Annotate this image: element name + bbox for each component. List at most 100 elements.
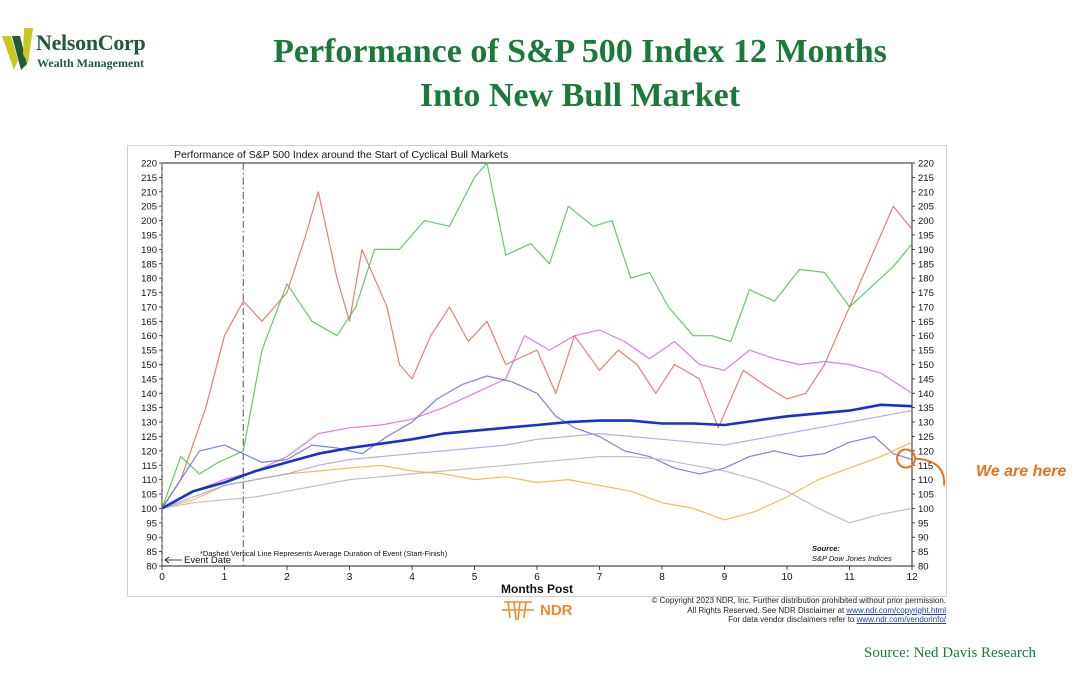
y-tick-label-left: 120 <box>141 446 157 457</box>
y-tick-label-left: 90 <box>146 533 157 544</box>
logo-company-name: NelsonCorp <box>36 30 146 55</box>
copyright-notice: © Copyright 2023 NDR, Inc. Further distr… <box>600 596 946 625</box>
y-tick-label-left: 190 <box>141 245 157 256</box>
x-tick-label: 8 <box>659 572 665 583</box>
y-tick-label-left: 135 <box>141 403 157 414</box>
y-tick-label-right: 200 <box>918 216 934 227</box>
y-tick-label-right: 120 <box>918 446 934 457</box>
y-tick-label-right: 145 <box>918 374 934 385</box>
event-date-label: Event Date <box>184 555 231 566</box>
vendor-info-link[interactable]: www.ndr.com/vendorinfo/ <box>856 615 946 624</box>
x-tick-label: 6 <box>534 572 540 583</box>
average-series-line <box>161 403 913 510</box>
chart-source-label: Source: <box>812 544 840 553</box>
y-tick-label-right: 95 <box>918 518 929 529</box>
x-axis-label: Months Post <box>501 582 573 596</box>
y-tick-label-right: 170 <box>918 302 934 313</box>
y-tick-label-left: 185 <box>141 259 157 270</box>
we-are-here-arrow <box>914 457 946 486</box>
series-line <box>161 456 913 524</box>
duration-note: *Dashed Vertical Line Represents Average… <box>200 549 448 558</box>
y-tick-label-right: 190 <box>918 245 934 256</box>
y-tick-label-right: 80 <box>918 562 929 573</box>
y-tick-label-right: 160 <box>918 331 934 342</box>
y-tick-label-left: 110 <box>142 475 157 486</box>
y-tick-label-right: 135 <box>918 403 934 414</box>
x-tick-label: 5 <box>472 572 478 583</box>
y-tick-label-right: 165 <box>918 317 934 328</box>
y-tick-label-right: 205 <box>918 202 934 213</box>
y-tick-label-right: 180 <box>918 274 934 285</box>
x-tick-label: 7 <box>597 572 603 583</box>
y-tick-label-left: 115 <box>142 461 157 472</box>
slide-title: Performance of S&P 500 Index 12 Months I… <box>190 30 970 118</box>
slide-title-line1: Performance of S&P 500 Index 12 Months <box>273 33 887 70</box>
series-line <box>161 410 913 509</box>
ndr-logo-text: NDR <box>540 602 573 619</box>
y-tick-label-left: 200 <box>141 216 157 227</box>
y-tick-label-right: 155 <box>918 346 934 357</box>
we-are-here-annotation: We are here <box>976 463 1067 480</box>
y-tick-label-left: 155 <box>141 346 157 357</box>
y-tick-label-left: 105 <box>141 490 157 501</box>
y-tick-label-right: 110 <box>918 475 933 486</box>
ndr-logo-icon <box>502 601 534 621</box>
y-tick-label-right: 90 <box>918 533 929 544</box>
y-tick-label-left: 165 <box>141 317 157 328</box>
chart-title: Performance of S&P 500 Index around the … <box>174 149 508 161</box>
ndr-logo: NDR <box>500 596 600 626</box>
copyright-line2: All Rights Reserved. See NDR Disclaimer … <box>687 605 946 615</box>
y-tick-label-right: 175 <box>918 288 934 299</box>
event-date-arrow-icon <box>164 556 182 564</box>
y-tick-label-right: 105 <box>918 490 934 501</box>
y-tick-label-left: 160 <box>141 331 157 342</box>
logo-tagline: Wealth Management <box>37 56 144 70</box>
nelsoncorp-logo: NelsonCorp Wealth Management <box>0 24 180 76</box>
y-tick-label-right: 150 <box>918 360 934 371</box>
y-tick-label-right: 130 <box>918 418 934 429</box>
chart-frame <box>127 145 947 597</box>
y-tick-label-right: 100 <box>918 504 934 515</box>
y-tick-label-left: 205 <box>141 202 157 213</box>
series-line <box>161 375 913 509</box>
y-tick-label-right: 195 <box>918 230 934 241</box>
y-tick-label-left: 210 <box>141 187 157 198</box>
x-tick-label: 1 <box>222 572 228 583</box>
y-tick-label-left: 85 <box>146 547 157 558</box>
y-tick-label-right: 210 <box>918 187 934 198</box>
x-tick-label: 4 <box>409 572 415 583</box>
y-tick-label-left: 140 <box>141 389 157 400</box>
y-tick-label-right: 125 <box>918 432 934 443</box>
chart-source-value: S&P Dow Jones Indices <box>812 554 892 563</box>
y-tick-label-right: 215 <box>918 173 934 184</box>
y-tick-label-left: 100 <box>141 504 157 515</box>
y-tick-label-left: 145 <box>141 374 157 385</box>
x-tick-label: 12 <box>906 572 918 583</box>
y-tick-label-right: 115 <box>918 461 933 472</box>
y-tick-label-left: 130 <box>141 418 157 429</box>
series-line <box>161 329 913 509</box>
copyright-link[interactable]: www.ndr.com/copyright.html <box>846 605 946 615</box>
x-tick-label: 9 <box>722 572 728 583</box>
x-tick-label: 3 <box>347 572 353 583</box>
nelsoncorp-logo-mark-icon <box>2 28 33 70</box>
y-tick-label-left: 95 <box>146 518 157 529</box>
source-credit: Source: Ned Davis Research <box>864 645 1037 661</box>
x-tick-label: 10 <box>781 572 793 583</box>
y-tick-label-left: 125 <box>141 432 157 443</box>
y-tick-label-left: 180 <box>141 274 157 285</box>
y-tick-label-right: 85 <box>918 547 929 558</box>
x-tick-label: 11 <box>844 572 855 583</box>
y-tick-label-left: 220 <box>141 159 157 170</box>
y-tick-label-left: 215 <box>141 173 157 184</box>
copyright-line3: For data vendor disclaimers refer to www… <box>728 615 946 624</box>
series-line <box>161 191 913 509</box>
y-tick-label-right: 185 <box>918 259 934 270</box>
y-tick-label-left: 175 <box>141 288 157 299</box>
series-line <box>161 441 913 521</box>
series-line <box>161 162 913 509</box>
y-tick-label-left: 195 <box>141 230 157 241</box>
copyright-line1: © Copyright 2023 NDR, Inc. Further distr… <box>651 596 946 605</box>
y-tick-label-right: 140 <box>918 389 934 400</box>
